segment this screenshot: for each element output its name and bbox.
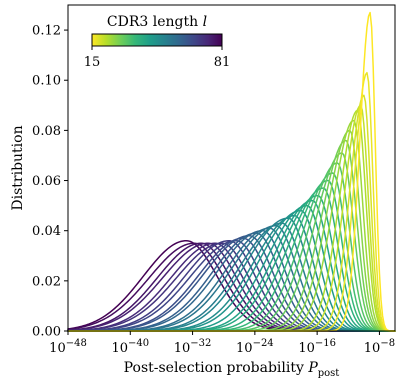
series-line-l15 (67, 11, 396, 332)
x-tick-label: 10−16 (298, 338, 336, 356)
x-tick-label: 10−48 (49, 338, 87, 356)
x-axis: 10−48 10−40 10−32 10−24 10−16 10−8 (49, 331, 395, 356)
y-tick-label: 0.08 (32, 124, 61, 139)
y-tick-label: 0.10 (32, 74, 61, 89)
y-axis-title: Distribution (10, 125, 26, 210)
colorbar-title: CDR3 length l (107, 14, 207, 30)
y-tick-label: 0.04 (32, 224, 61, 239)
plot-frame (67, 4, 396, 332)
y-tick-label: 0.06 (32, 174, 61, 189)
y-axis: 0.00 0.02 0.04 0.06 0.08 0.10 0.12 (32, 24, 68, 340)
colorbar-max-label: 81 (214, 55, 231, 70)
colorbar-title-symbol: l (203, 14, 207, 30)
x-axis-title: Post-selection probability Ppost (124, 360, 340, 379)
colorbar: CDR3 length l 15 81 (84, 14, 231, 70)
x-tick-label: 10−32 (174, 338, 212, 356)
colorbar-gradient (91, 33, 223, 47)
y-tick-label: 0.00 (32, 325, 61, 340)
x-tick-label: 10−8 (364, 338, 395, 356)
x-tick-label: 10−40 (111, 338, 149, 356)
colorbar-min-label: 15 (84, 55, 101, 70)
y-tick-label: 0.02 (32, 274, 61, 289)
y-tick-label: 0.12 (32, 24, 61, 39)
series-group (67, 11, 396, 332)
series-line-l19 (67, 94, 396, 332)
x-tick-label: 10−24 (236, 338, 274, 356)
x-axis-title-subscript: post (318, 368, 340, 379)
x-axis-title-main: Post-selection probability (124, 360, 309, 376)
colorbar-title-main: CDR3 length (107, 14, 203, 30)
x-axis-title-symbol: P (307, 360, 318, 376)
